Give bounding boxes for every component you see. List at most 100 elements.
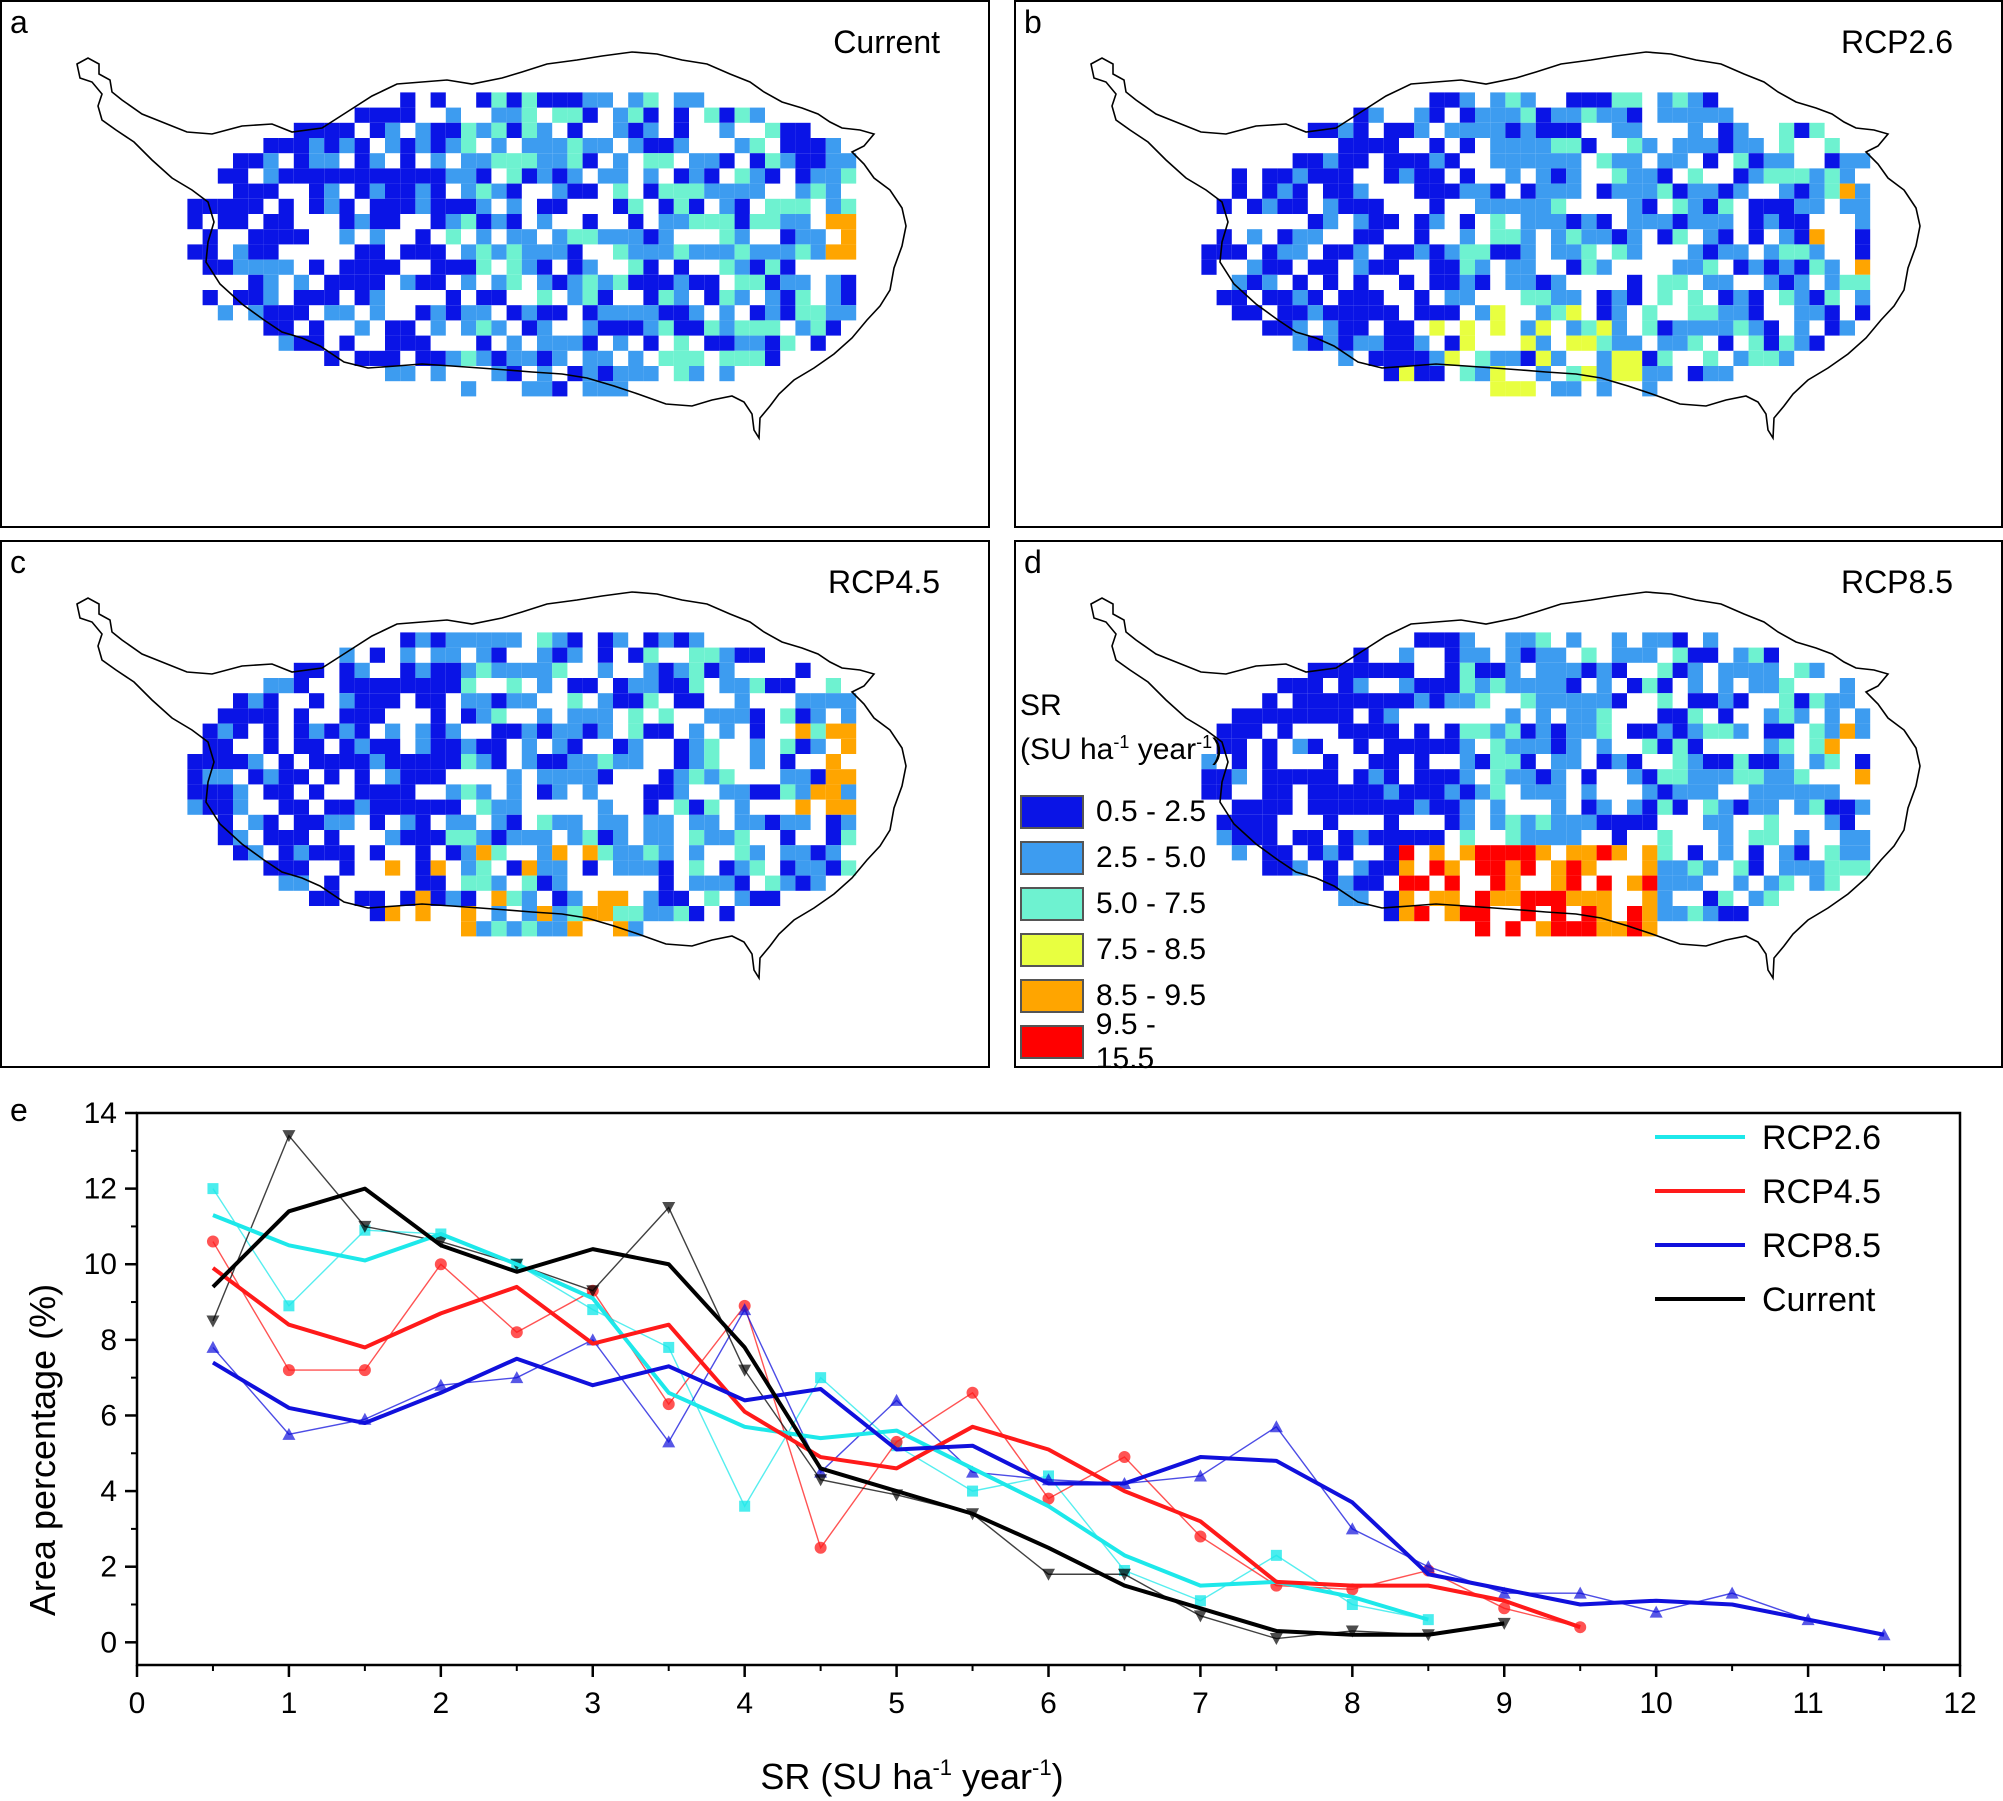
grid-cell <box>1627 183 1643 199</box>
grid-cell <box>1763 890 1779 906</box>
grid-cell <box>445 350 461 366</box>
grid-cell <box>1779 754 1795 770</box>
grid-cell <box>1414 350 1430 366</box>
grid-cell <box>415 693 431 709</box>
grid-cell <box>1475 274 1491 290</box>
grid-cell <box>734 875 750 891</box>
grid-cell <box>1490 845 1506 861</box>
grid-cell <box>1611 122 1627 138</box>
grid-cell <box>1596 875 1612 891</box>
grid-cell <box>1535 647 1551 663</box>
grid-cell <box>841 860 857 876</box>
grid-cell <box>1551 754 1567 770</box>
grid-cell <box>1216 784 1232 800</box>
grid-cell <box>1383 138 1399 154</box>
grid-cell <box>628 92 644 108</box>
grid-cell <box>1733 168 1749 184</box>
grid-cell <box>1596 738 1612 754</box>
grid-cell <box>1231 290 1247 306</box>
legend-item: 7.5 - 8.5 <box>1020 930 1206 970</box>
grid-cell <box>643 366 659 382</box>
grid-cell <box>597 799 613 815</box>
grid-cell <box>780 274 796 290</box>
grid-cell <box>719 335 735 351</box>
grid-cell <box>1292 153 1308 169</box>
grid-cell <box>537 92 553 108</box>
grid-cell <box>1657 708 1673 724</box>
grid-cell <box>1672 92 1688 108</box>
grid-cell <box>841 274 857 290</box>
panel-letter: c <box>10 544 26 580</box>
grid-cell <box>795 214 811 230</box>
grid-cell <box>1201 244 1217 260</box>
grid-cell <box>1855 244 1871 260</box>
grid-cell <box>1475 784 1491 800</box>
grid-cell <box>1627 906 1643 922</box>
grid-cell <box>309 259 325 275</box>
grid-cell <box>628 921 644 937</box>
data-point <box>890 1393 904 1406</box>
grid-cell <box>491 107 507 123</box>
grid-cell <box>1824 305 1840 321</box>
grid-cell <box>704 830 720 846</box>
grid-cell <box>704 168 720 184</box>
grid-cell <box>1307 168 1323 184</box>
grid-cell <box>810 769 826 785</box>
grid-cell <box>1429 769 1445 785</box>
grid-cell <box>1475 723 1491 739</box>
grid-cell <box>567 138 583 154</box>
grid-cell <box>369 754 385 770</box>
grid-cell <box>1368 784 1384 800</box>
grid-cell <box>309 122 325 138</box>
grid-cell <box>1779 138 1795 154</box>
grid-cell <box>1718 754 1734 770</box>
grid-cell <box>1383 153 1399 169</box>
grid-cell <box>1566 138 1582 154</box>
grid-cell <box>780 769 796 785</box>
grid-cell <box>400 183 416 199</box>
grid-cell <box>1657 723 1673 739</box>
grid-cell <box>765 890 781 906</box>
grid-cell <box>1794 799 1810 815</box>
grid-cell <box>1824 738 1840 754</box>
grid-cell <box>628 107 644 123</box>
grid-cell <box>1627 138 1643 154</box>
grid-cell <box>263 738 279 754</box>
grid-cell <box>704 244 720 260</box>
panel-letter: a <box>10 4 28 40</box>
grid-cell <box>841 708 857 724</box>
grid-cell <box>719 723 735 739</box>
grid-cell <box>233 214 249 230</box>
grid-cell <box>1383 320 1399 336</box>
grid-cell <box>369 814 385 830</box>
data-point <box>1649 1605 1663 1618</box>
grid-cell <box>1779 723 1795 739</box>
grid-cell <box>1839 814 1855 830</box>
grid-cell <box>354 754 370 770</box>
grid-cell <box>1809 754 1825 770</box>
grid-cell <box>1307 259 1323 275</box>
smooth-line <box>211 1266 1581 1630</box>
grid-cell <box>1611 168 1627 184</box>
grid-cell <box>354 693 370 709</box>
grid-cell <box>369 906 385 922</box>
grid-cell <box>749 708 765 724</box>
grid-cell <box>1672 662 1688 678</box>
grid-cell <box>1779 229 1795 245</box>
grid-cell <box>430 183 446 199</box>
grid-cell <box>1672 906 1688 922</box>
grid-cell <box>1353 830 1369 846</box>
grid-cell <box>1383 350 1399 366</box>
grid-cell <box>1672 754 1688 770</box>
grid-cell <box>780 335 796 351</box>
grid-cell <box>233 693 249 709</box>
data-point <box>1346 1599 1358 1611</box>
grid-cell <box>1794 229 1810 245</box>
grid-cell <box>506 122 522 138</box>
grid-cell <box>1794 708 1810 724</box>
grid-cell <box>1779 693 1795 709</box>
grid-cell <box>521 860 537 876</box>
smooth-current <box>211 1186 1505 1637</box>
grid-cell <box>1779 290 1795 306</box>
